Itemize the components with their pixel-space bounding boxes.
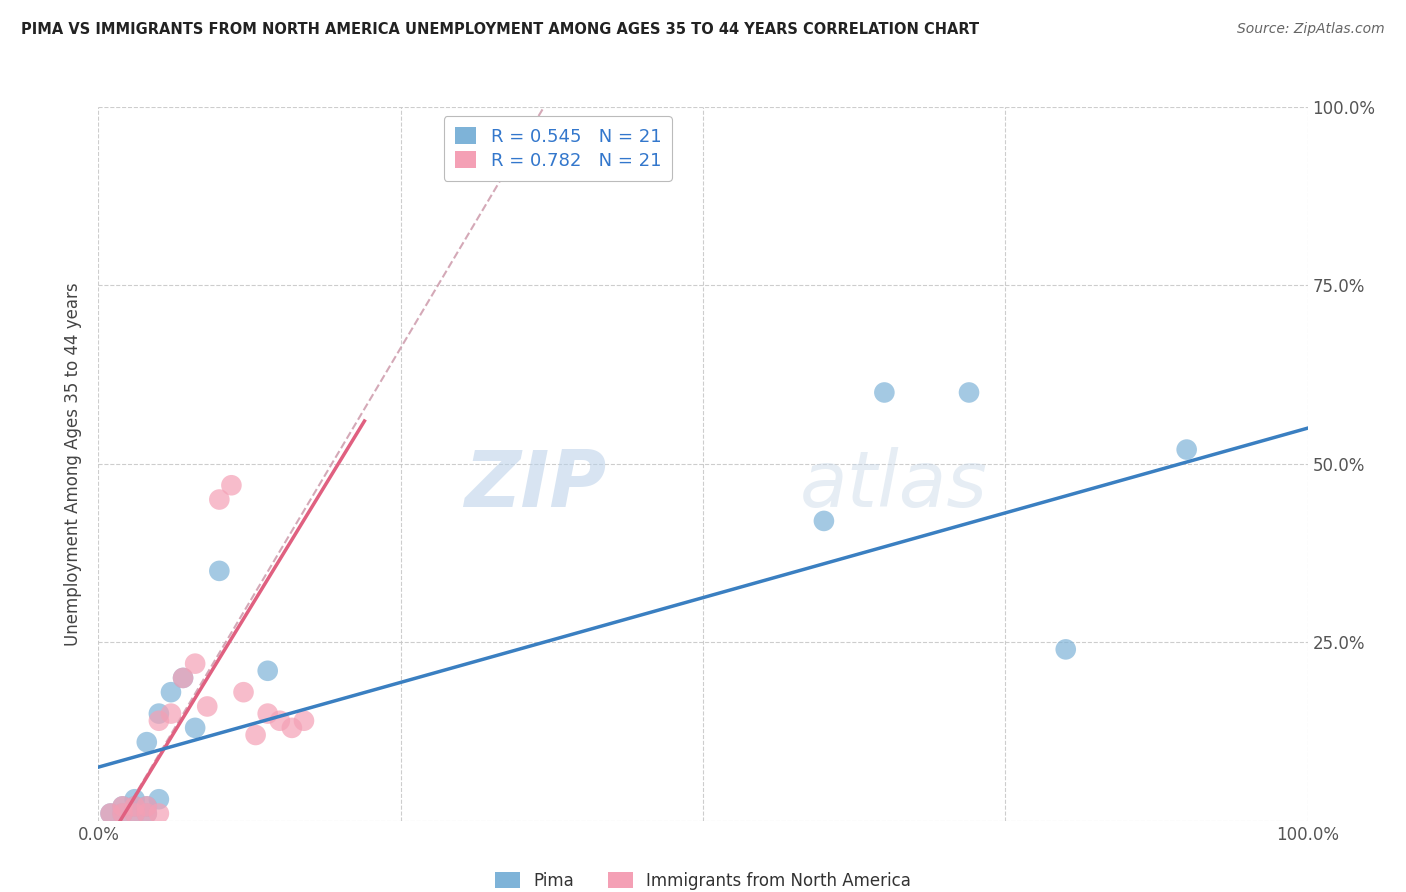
Point bbox=[124, 792, 146, 806]
Point bbox=[135, 806, 157, 821]
Point bbox=[100, 806, 122, 821]
Point bbox=[208, 564, 231, 578]
Point bbox=[957, 385, 980, 400]
Point bbox=[135, 799, 157, 814]
Point bbox=[195, 699, 218, 714]
Point bbox=[172, 671, 194, 685]
Point bbox=[135, 806, 157, 821]
Point bbox=[124, 799, 146, 814]
Point bbox=[111, 799, 134, 814]
Point bbox=[269, 714, 291, 728]
Legend: Pima, Immigrants from North America: Pima, Immigrants from North America bbox=[486, 863, 920, 892]
Point bbox=[221, 478, 243, 492]
Point bbox=[148, 806, 170, 821]
Point bbox=[208, 492, 231, 507]
Text: atlas: atlas bbox=[800, 447, 987, 524]
Point bbox=[1054, 642, 1077, 657]
Point bbox=[184, 721, 207, 735]
Point bbox=[124, 806, 146, 821]
Point bbox=[100, 806, 122, 821]
Point bbox=[160, 706, 183, 721]
Point bbox=[281, 721, 304, 735]
Point bbox=[232, 685, 254, 699]
Point bbox=[245, 728, 267, 742]
Text: Source: ZipAtlas.com: Source: ZipAtlas.com bbox=[1237, 22, 1385, 37]
Point bbox=[148, 706, 170, 721]
Point bbox=[135, 735, 157, 749]
Point bbox=[1175, 442, 1198, 457]
Point bbox=[813, 514, 835, 528]
Point bbox=[135, 799, 157, 814]
Point bbox=[184, 657, 207, 671]
Point bbox=[873, 385, 896, 400]
Point bbox=[124, 799, 146, 814]
Point bbox=[111, 806, 134, 821]
Point bbox=[124, 806, 146, 821]
Point bbox=[148, 792, 170, 806]
Point bbox=[256, 706, 278, 721]
Point bbox=[160, 685, 183, 699]
Point bbox=[111, 806, 134, 821]
Text: PIMA VS IMMIGRANTS FROM NORTH AMERICA UNEMPLOYMENT AMONG AGES 35 TO 44 YEARS COR: PIMA VS IMMIGRANTS FROM NORTH AMERICA UN… bbox=[21, 22, 979, 37]
Point bbox=[256, 664, 278, 678]
Point bbox=[111, 799, 134, 814]
Point bbox=[292, 714, 315, 728]
Point bbox=[172, 671, 194, 685]
Text: ZIP: ZIP bbox=[464, 447, 606, 524]
Point bbox=[148, 714, 170, 728]
Y-axis label: Unemployment Among Ages 35 to 44 years: Unemployment Among Ages 35 to 44 years bbox=[63, 282, 82, 646]
